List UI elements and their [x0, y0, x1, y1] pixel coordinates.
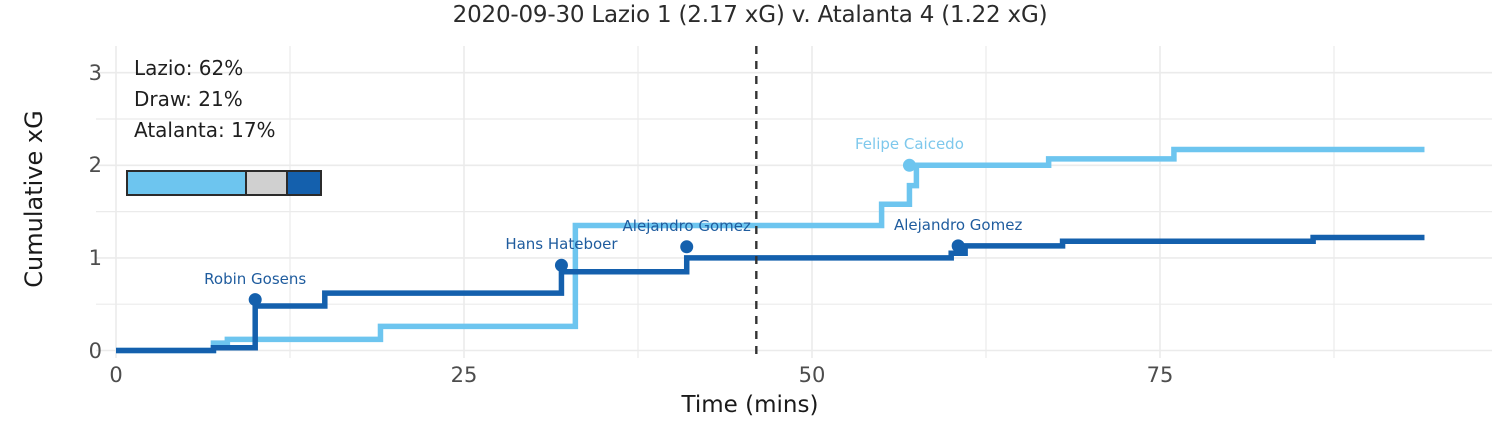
- y-tick-2: 2: [88, 153, 102, 178]
- x-tick-25: 25: [450, 363, 478, 387]
- prob-segment-atalanta: [286, 172, 320, 194]
- x-tick-75: 75: [1146, 363, 1174, 387]
- series-layer: [116, 146, 1425, 354]
- prob-segment-lazio: [128, 172, 245, 194]
- x-axis-label: Time (mins): [681, 392, 819, 418]
- home-win-probability: Lazio: 62%: [134, 56, 244, 80]
- shot-annotation: Felipe Caicedo: [854, 135, 964, 154]
- x-tick-0: 0: [109, 363, 123, 387]
- shot-annotation: Alejandro Gomez: [893, 215, 1023, 234]
- chart-title: 2020-09-30 Lazio 1 (2.17 xG) v. Atalanta…: [452, 2, 1048, 28]
- shot-annotation: Alejandro Gomez: [622, 216, 751, 235]
- y-tick-0: 0: [88, 338, 102, 363]
- prob-segment-draw: [244, 172, 287, 194]
- x-tick-50: 50: [798, 363, 826, 387]
- away-win-probability: Atalanta: 17%: [134, 118, 276, 142]
- draw-probability: Draw: 21%: [134, 87, 243, 111]
- y-tick-3: 3: [88, 60, 102, 85]
- shot-annotation: Robin Gosens: [204, 269, 307, 288]
- shot-markers: [248, 158, 965, 307]
- shot-annotation: Hans Hateboer: [505, 235, 618, 254]
- win-probability-bar: [126, 170, 322, 196]
- y-axis-ticks: 0 1 2 3: [56, 0, 102, 429]
- gridlines: [96, 46, 1492, 358]
- y-tick-1: 1: [88, 245, 102, 270]
